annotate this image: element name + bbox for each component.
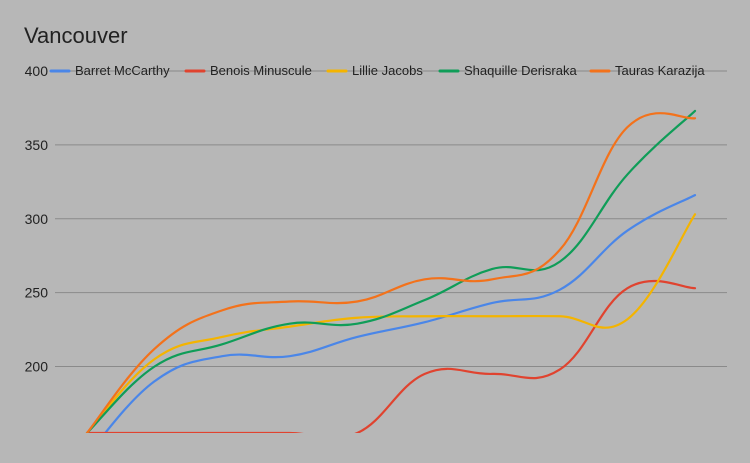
legend-item-3[interactable]: Lillie Jacobs	[326, 63, 423, 78]
legend-label: Tauras Karazija	[615, 63, 705, 78]
legend-item-4[interactable]: Shaquille Derisraka	[438, 63, 577, 78]
legend-label: Lillie Jacobs	[352, 63, 423, 78]
y-tick-label-400: 400	[25, 63, 49, 79]
series-line-4	[85, 109, 697, 433]
gridlines	[55, 70, 727, 368]
legend-item-2[interactable]: Benois Minuscule	[184, 63, 312, 78]
legend: Barret McCarthy Benois Minuscule Lillie Ja…	[49, 63, 705, 78]
legend-item-1[interactable]: Barret McCarthy	[49, 63, 170, 78]
chart-title: Vancouver	[24, 23, 128, 48]
series-lines	[85, 109, 697, 433]
y-tick-label-350: 350	[25, 137, 49, 153]
y-tick-label-200: 200	[25, 359, 49, 375]
y-axis-ticks: 200 250 300 350 400	[25, 63, 49, 375]
series-line-5	[85, 112, 697, 433]
series-line-2	[85, 279, 697, 433]
legend-label: Barret McCarthy	[75, 63, 170, 78]
y-tick-label-250: 250	[25, 285, 49, 301]
legend-label: Benois Minuscule	[210, 63, 312, 78]
legend-item-5[interactable]: Tauras Karazija	[589, 63, 705, 78]
legend-label: Shaquille Derisraka	[464, 63, 577, 78]
series-line-3	[85, 213, 697, 433]
y-tick-label-300: 300	[25, 211, 49, 227]
series-line-1	[103, 194, 697, 433]
